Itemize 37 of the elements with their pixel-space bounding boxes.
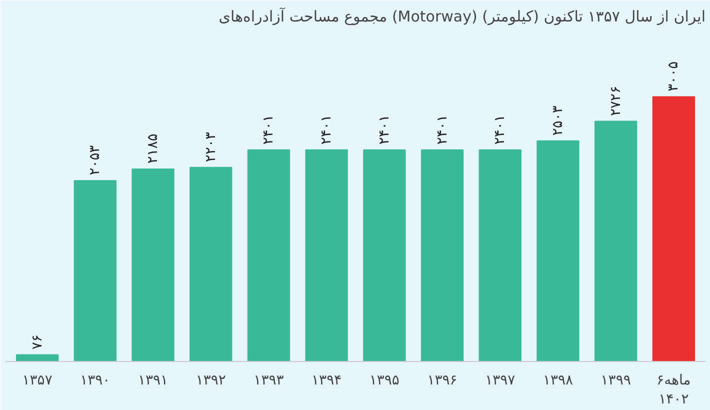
x-tick-label: ۱۳۵۷ xyxy=(22,372,53,388)
bar xyxy=(420,149,464,362)
data-label: ۲۴۰۱ xyxy=(260,114,277,145)
x-tick-label: ۱۳۹۹ xyxy=(600,372,631,388)
data-label: ۲۴۰۱ xyxy=(376,114,392,145)
data-label: ۲۵۰۳ xyxy=(550,105,566,136)
x-tick-label: ۱۳۹۳ xyxy=(254,372,284,388)
x-tick-label: ۱۳۹۱ xyxy=(138,372,168,388)
x-tick-label: ۱۳۹۷ xyxy=(485,372,516,388)
data-label: ۷۶ xyxy=(29,334,46,350)
x-tick-label: ۱۳۹۴ xyxy=(312,372,342,388)
bar xyxy=(536,140,580,362)
data-label: ۲۲۰۳ xyxy=(202,132,219,162)
x-tick-label: ۱۳۹۶ xyxy=(427,372,458,388)
bar xyxy=(190,166,232,362)
data-label: ۲۴۰۱ xyxy=(492,114,508,145)
x-tick-label: ۱۳۹۰ xyxy=(80,372,110,388)
bar xyxy=(247,149,290,362)
data-label: ۲۱۸۵ xyxy=(145,134,162,164)
bar xyxy=(363,149,406,362)
bar xyxy=(74,180,116,362)
data-label: ۲۷۲۶ xyxy=(608,86,624,116)
bar xyxy=(652,96,696,362)
bar xyxy=(132,168,174,362)
data-label: ۳۰۰۵ xyxy=(666,61,682,92)
bar xyxy=(594,120,638,362)
x-tick-label: ۱۳۹۲ xyxy=(196,372,226,388)
x-tick-label: ۶ماهه ۱۴۰۲ xyxy=(656,372,691,408)
data-label: ۲۴۰۱ xyxy=(434,114,450,145)
data-label: ۲۴۰۱ xyxy=(318,114,335,145)
bar xyxy=(305,149,348,362)
x-tick-label: ۱۳۹۸ xyxy=(542,372,574,388)
chart-title: مجموع مساحت آزادراه‌های (Motorway) ایران از سال ۱۳۵۷ تاکنون (کیلومتر) xyxy=(218,6,706,26)
bar xyxy=(478,149,522,362)
x-tick-label: ۱۳۹۵ xyxy=(369,372,400,388)
data-label: ۲۰۵۳ xyxy=(87,144,104,176)
bar xyxy=(16,354,59,362)
